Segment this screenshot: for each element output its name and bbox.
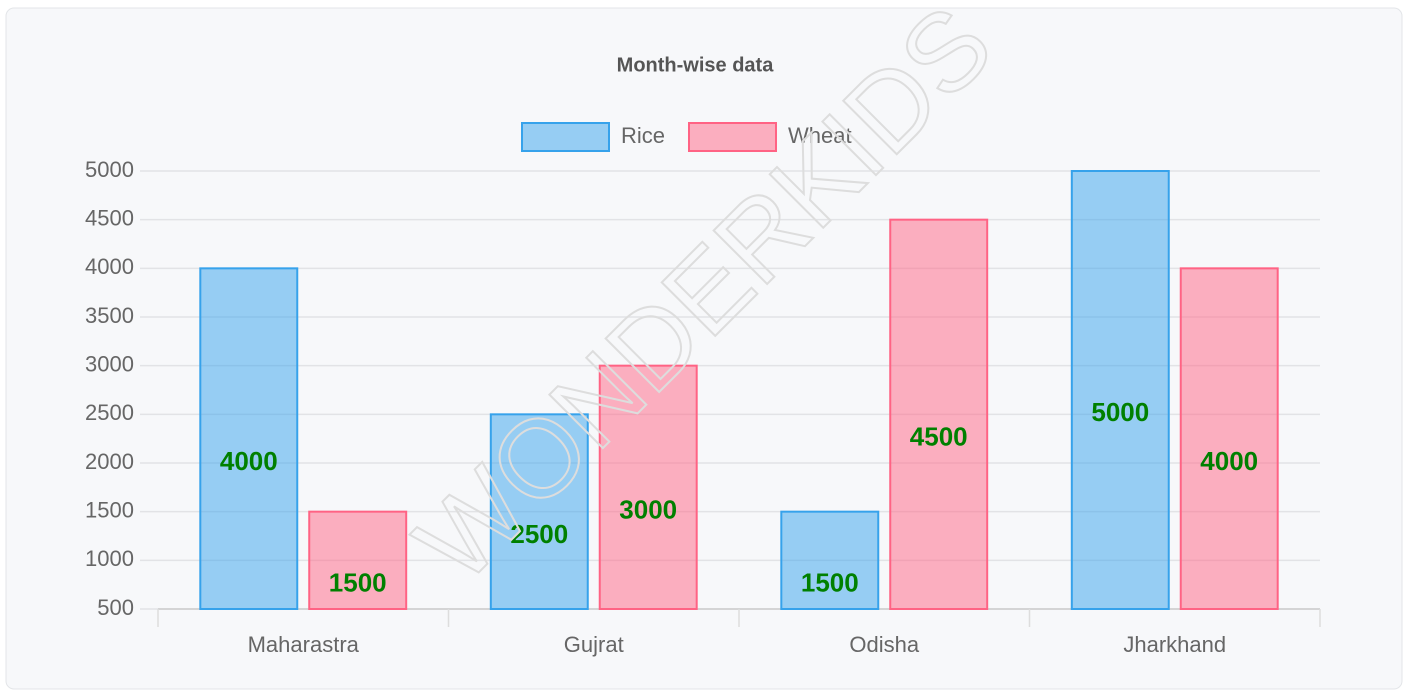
bar [780,510,880,610]
x-tick-label: Odisha [849,632,919,657]
y-tick-label: 1500 [85,497,134,522]
chart-title: Month-wise data [617,54,775,76]
data-label: 4000 [1200,446,1258,476]
data-label: 2500 [510,519,568,549]
y-tick-label: 4500 [85,205,134,230]
plot-area: 500 1000 1500 2000 2500 3000 3500 4000 4500 5000 M… [85,157,1321,657]
y-tick-label: 500 [97,595,134,620]
legend: Rice Wheat [521,122,852,152]
bar [1070,170,1170,610]
legend-swatch [521,122,610,152]
x-tick-label: Jharkhand [1123,632,1226,657]
x-tick-label: Maharastra [248,632,360,657]
data-label: 1500 [329,568,387,598]
legend-label: Wheat [788,123,852,148]
bar [1179,267,1279,610]
y-tick-label: 4000 [85,254,134,279]
bar [889,218,989,611]
data-label: 4000 [220,446,278,476]
legend-swatch [688,122,777,152]
data-label: 5000 [1091,397,1149,427]
x-tick-label: Gujrat [564,632,624,657]
y-tick-label: 2000 [85,449,134,474]
data-label: 4500 [910,422,968,452]
data-label: 3000 [619,495,677,525]
bar [598,364,698,610]
y-tick-label: 1000 [85,546,134,571]
y-tick-label: 3500 [85,303,134,328]
bar [489,413,589,611]
data-label: 1500 [801,568,859,598]
y-tick-label: 3000 [85,351,134,376]
legend-label: Rice [621,123,665,148]
y-tick-label: 5000 [85,157,134,182]
y-tick-label: 2500 [85,400,134,425]
bar [308,510,408,610]
bar [199,267,299,610]
